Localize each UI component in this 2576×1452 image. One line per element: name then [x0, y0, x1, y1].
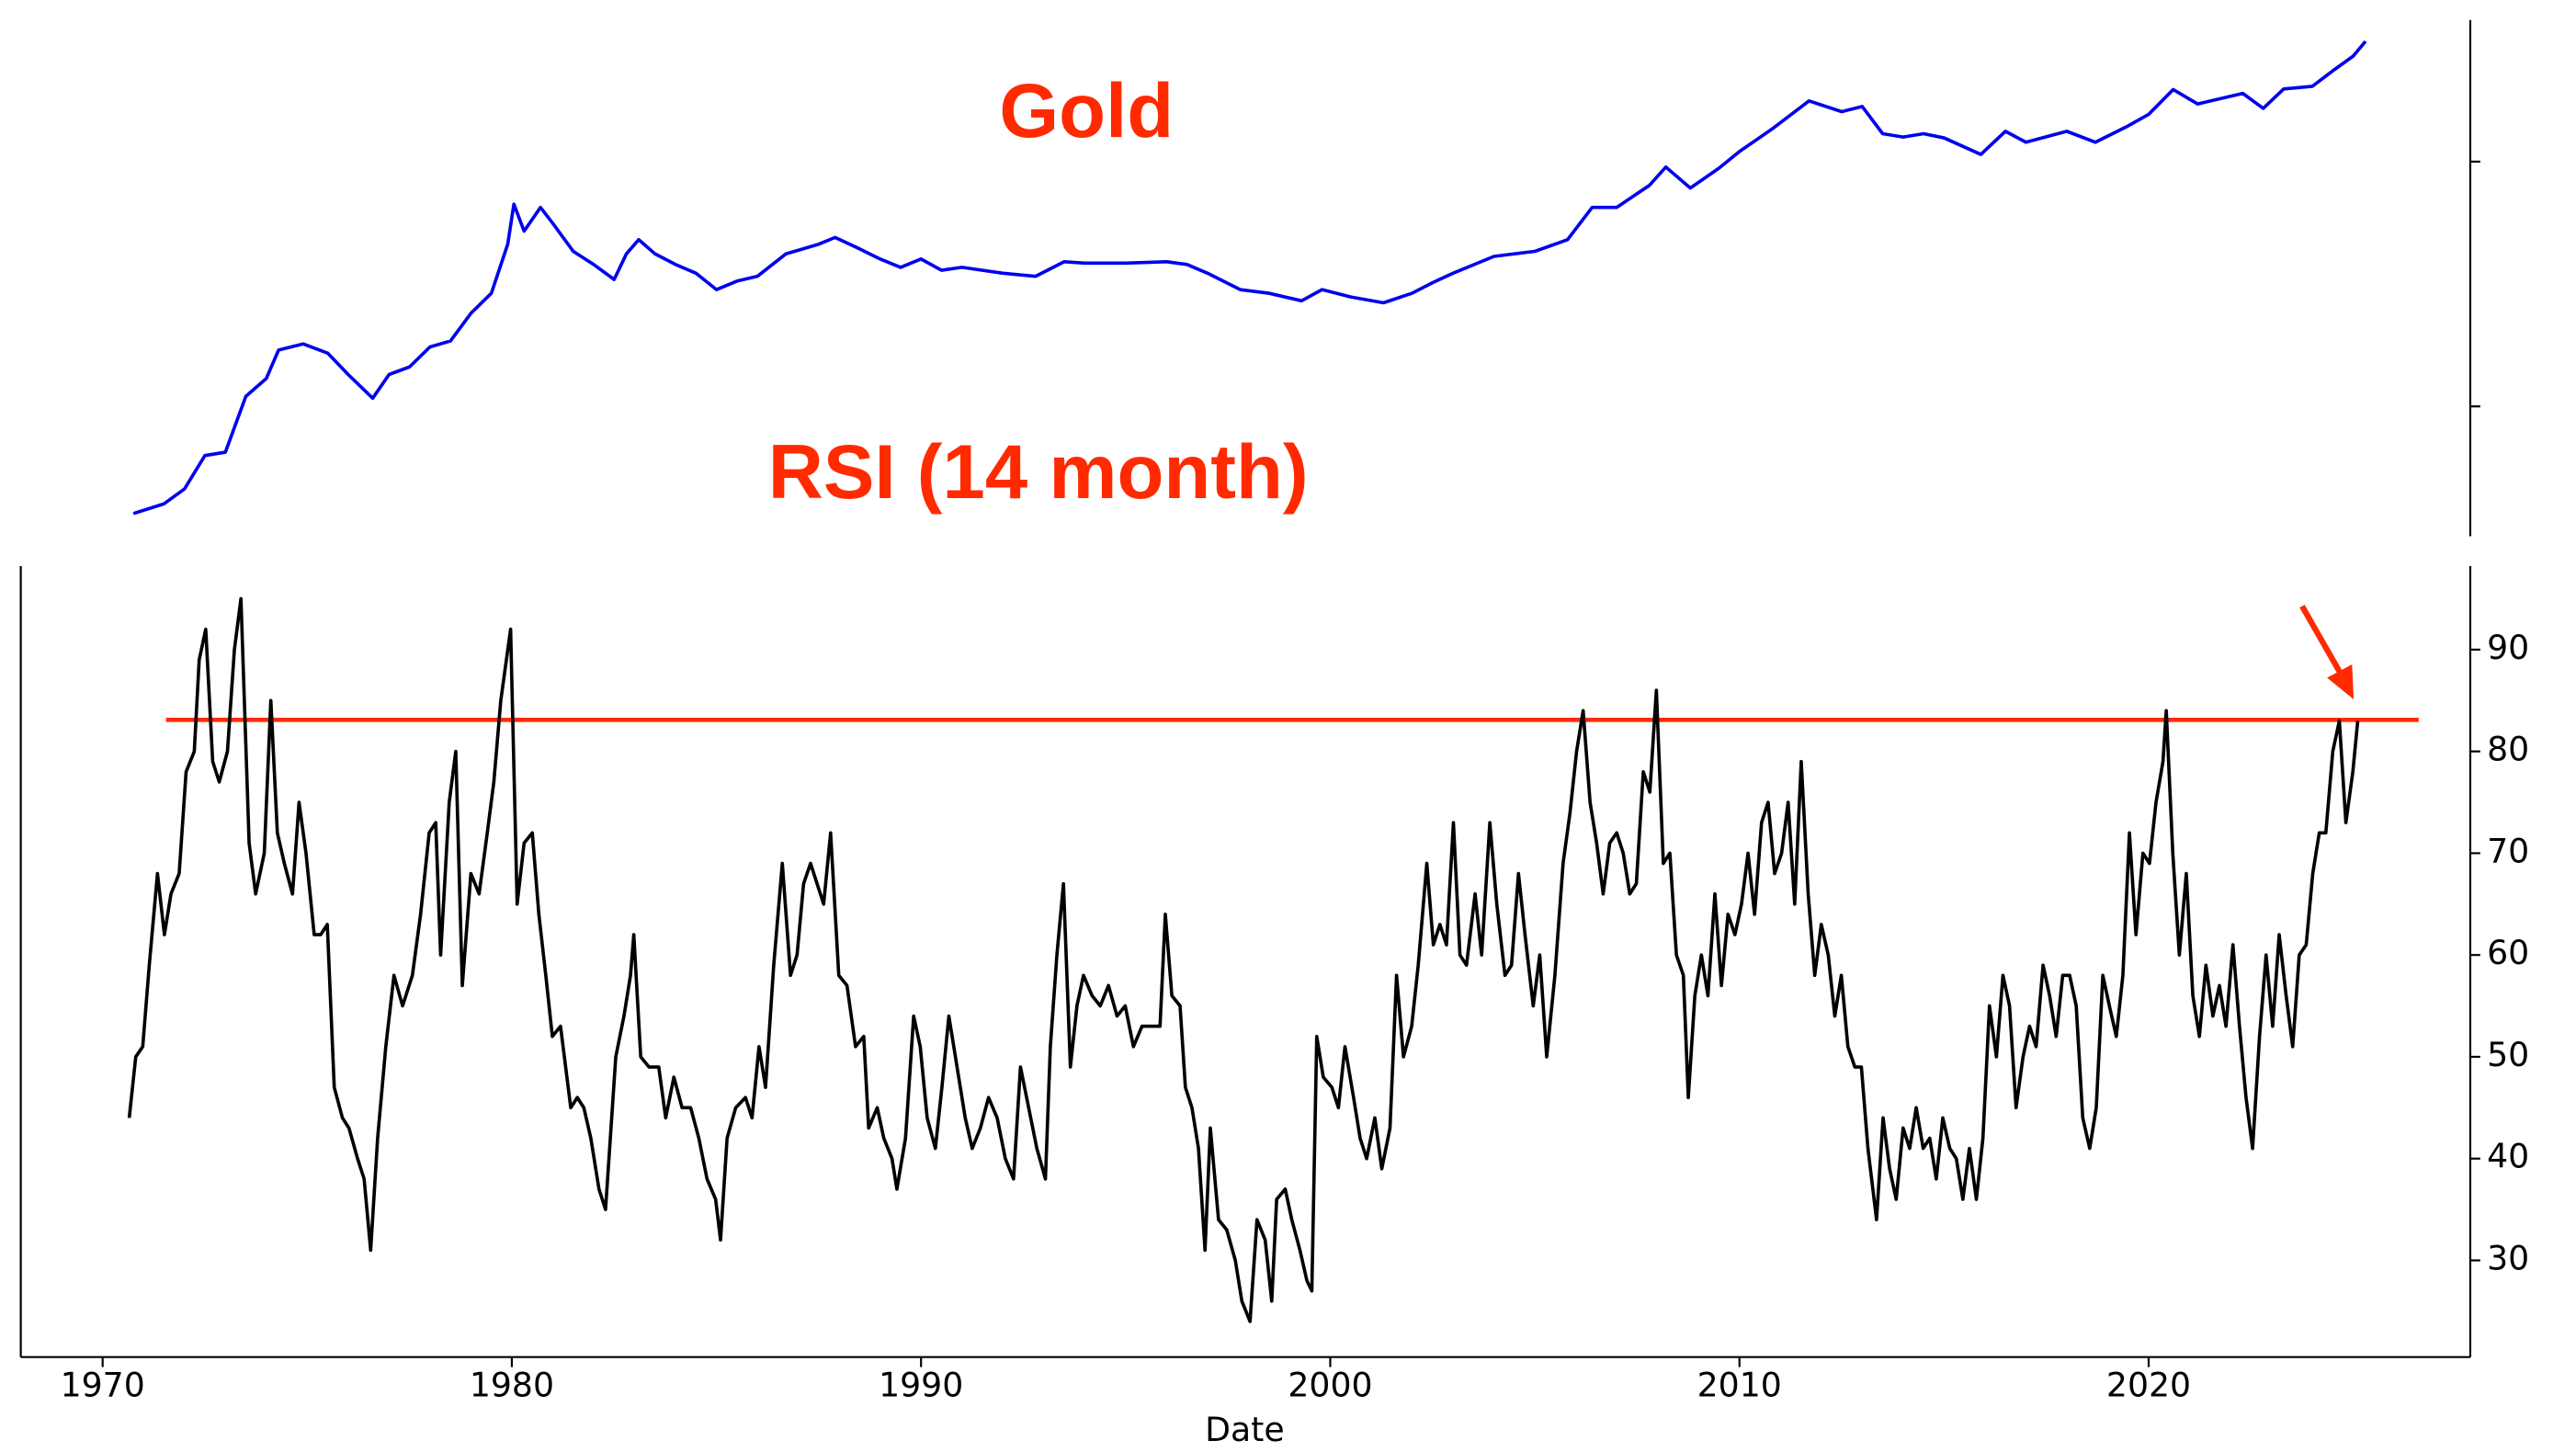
y-tick-label: 50 — [2487, 1035, 2529, 1074]
x-tick-label: 1970 — [61, 1365, 145, 1404]
y-tick-label: 30 — [2487, 1238, 2529, 1277]
chart-title: Gold — [999, 68, 1174, 153]
data-line — [127, 596, 2360, 1323]
x-tick-label: 1990 — [879, 1365, 963, 1404]
chart-title: RSI (14 month) — [768, 429, 1309, 515]
x-axis-label: Date — [1205, 1410, 1285, 1449]
arrow-head — [2327, 664, 2355, 700]
y-tick-label: 80 — [2487, 730, 2529, 769]
x-tick-label: 1980 — [470, 1365, 554, 1404]
y-tick-label: 40 — [2487, 1137, 2529, 1176]
y-tick-label: 70 — [2487, 831, 2529, 870]
x-tick-label: 2010 — [1697, 1365, 1782, 1404]
y-tick-label: 60 — [2487, 933, 2529, 972]
y-tick-label: 90 — [2487, 628, 2529, 667]
arrow-shaft — [2299, 604, 2345, 678]
x-tick-label: 2020 — [2106, 1365, 2191, 1404]
arrow — [2299, 604, 2355, 700]
x-tick-label: 2000 — [1288, 1365, 1372, 1404]
data-line — [132, 40, 2367, 516]
